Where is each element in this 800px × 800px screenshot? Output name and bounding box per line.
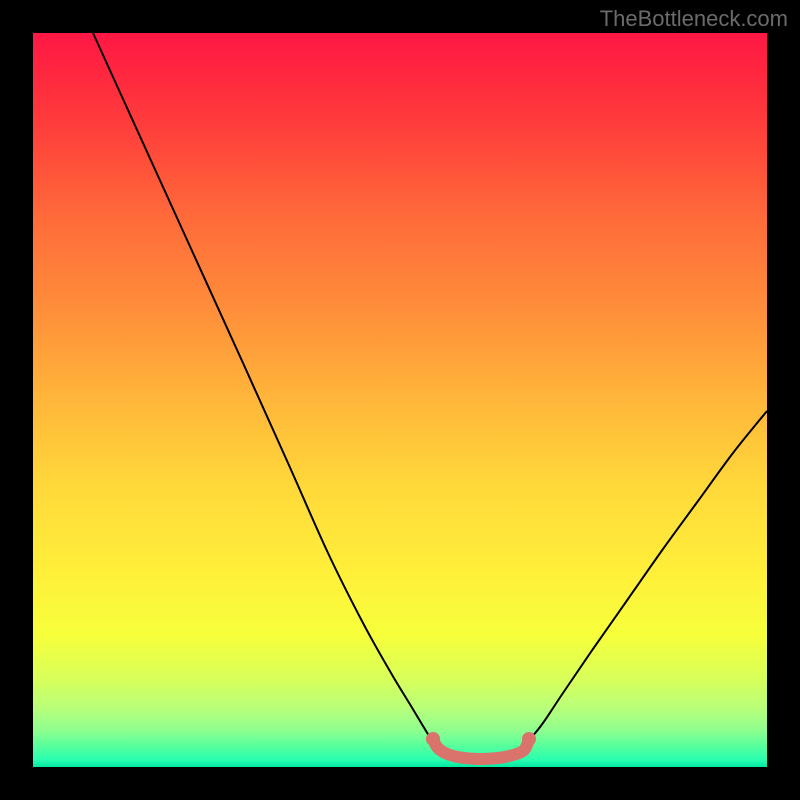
- right-curve: [525, 411, 767, 745]
- endpoint-dots: [426, 732, 536, 746]
- curve-overlay: [33, 33, 767, 767]
- endpoint-dot: [426, 732, 440, 746]
- left-curve: [93, 33, 435, 745]
- chart-canvas: TheBottleneck.com: [0, 0, 800, 800]
- watermark-text: TheBottleneck.com: [600, 6, 788, 32]
- plot-area: [33, 33, 767, 767]
- endpoint-dot: [522, 732, 536, 746]
- bottom-marker: [433, 739, 529, 759]
